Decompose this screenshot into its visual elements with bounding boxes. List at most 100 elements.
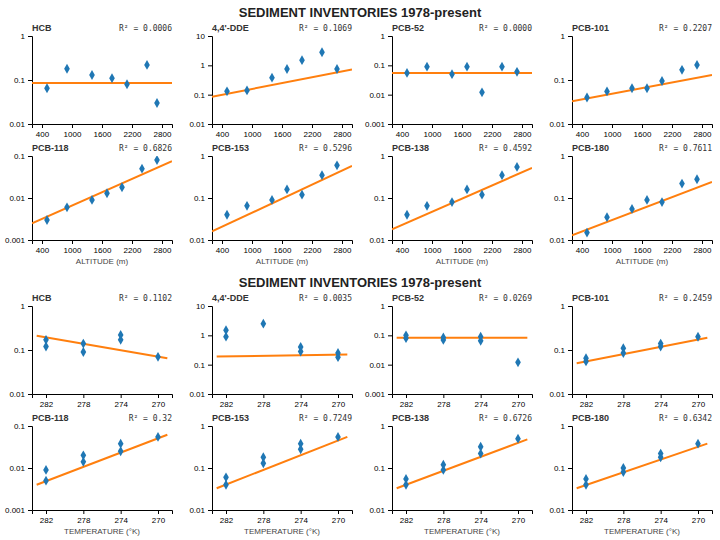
data-point [644,195,650,205]
x-tick-label: 282 [40,400,54,409]
data-point [89,195,95,205]
x-tick: 282 [220,510,234,525]
trend-line [217,437,348,488]
panel-title: HCB [32,23,52,33]
x-axis: 282278274270 [573,394,713,409]
x-tick: 2800 [154,124,172,139]
data-point [658,339,664,349]
panel-title: 4,4'-DDE [212,293,249,303]
data-point [80,339,86,349]
data-point [119,182,125,192]
y-tick-label: 0.1 [14,76,26,85]
y-tick-label: 1 [21,302,26,311]
x-tick: 278 [257,394,271,409]
data-point [223,472,229,482]
panel-title: PCB-153 [212,143,249,153]
panel-title: PCB-101 [572,23,609,33]
annotation: R² = 0.6726 [479,414,532,423]
y-tick-label: 0.01 [189,120,205,129]
data-point [284,185,290,195]
trend-line [212,166,352,231]
x-tick-mark [301,394,302,398]
trend-line [217,355,348,357]
y-axis: 0.010.11 [549,422,572,515]
x-tick-mark [432,124,433,128]
y-tick: 0.01 [189,236,212,245]
y-tick-mark [388,124,392,125]
x-axis-line [573,241,713,245]
x-axis: 4001000160022002800 [393,124,533,139]
x-axis-title: TEMPERATURE (°K) [244,527,320,536]
x-axis-line [213,241,353,245]
x-axis: 282278274270 [393,510,533,525]
x-tick-mark [162,240,163,244]
x-tick-label: 278 [437,516,451,525]
x-axis-line [33,511,173,515]
data-point [80,450,86,460]
x-tick-label: 270 [152,400,166,409]
y-axis-line [388,37,393,125]
y-tick-mark [388,65,392,66]
data-point [43,335,49,345]
y-tick: 0.001 [5,236,32,245]
x-tick-mark [162,124,163,128]
annotation: R² = 0.0006 [119,24,172,33]
data-point [424,62,430,72]
y-tick-mark [568,426,572,427]
trend-line [572,75,712,101]
x-tick-mark [702,240,703,244]
y-axis-line [28,307,33,395]
data-point [155,432,161,442]
x-tick-mark [481,510,482,514]
data-point [44,83,50,93]
x-tick: 2200 [664,240,682,255]
x-tick-mark [46,510,47,514]
data-point [695,439,701,449]
x-tick-mark [226,394,227,398]
x-axis-line [393,241,533,245]
x-tick-mark [282,124,283,128]
trend-line [577,444,708,489]
y-tick-label: 0.1 [14,152,26,161]
y-tick-label: 10 [196,302,205,311]
y-tick-mark [28,426,32,427]
data-point [479,87,485,97]
x-tick-mark [342,124,343,128]
y-tick-label: 0.1 [194,91,206,100]
data-point [403,330,409,340]
y-tick-label: 1 [381,302,386,311]
y-tick-label: 0.01 [189,236,205,245]
y-tick-label: 0.1 [554,346,566,355]
panel-title: HCB [32,293,52,303]
data-point [299,190,305,200]
x-tick-mark [226,510,227,514]
x-tick-label: 400 [216,246,230,255]
x-tick: 270 [512,510,526,525]
data-point [499,170,505,180]
x-tick-label: 1000 [64,130,82,139]
y-tick-label: 0.1 [374,331,386,340]
x-tick-label: 2800 [334,246,352,255]
x-axis-title: ALTITUDE (m) [616,257,669,266]
panel: 2822782742700.010.11PCB-138R² = 0.6726TE… [369,413,532,536]
section-title: SEDIMENT INVENTORIES 1978-present [239,5,482,20]
x-axis: 4001000160022002800 [33,124,173,139]
y-tick: 1 [201,422,212,431]
y-tick: 0.1 [554,346,572,355]
data-point [244,201,250,211]
data-point [440,460,446,470]
annotation: R² = 0.0000 [479,24,532,33]
trend-line [397,439,528,488]
y-tick-label: 0.001 [365,390,386,399]
data-point [464,185,470,195]
x-tick-label: 2800 [334,130,352,139]
x-axis: 282278274270 [213,394,353,409]
x-tick: 2200 [484,124,502,139]
panel-title: PCB-138 [392,143,429,153]
data-point [298,342,304,352]
x-tick-mark [661,510,662,514]
panel: 40010001600220028000.010.11PCB-180R² = 0… [549,143,712,266]
x-tick-label: 2800 [514,130,532,139]
x-tick-mark [672,240,673,244]
x-tick: 278 [257,510,271,525]
